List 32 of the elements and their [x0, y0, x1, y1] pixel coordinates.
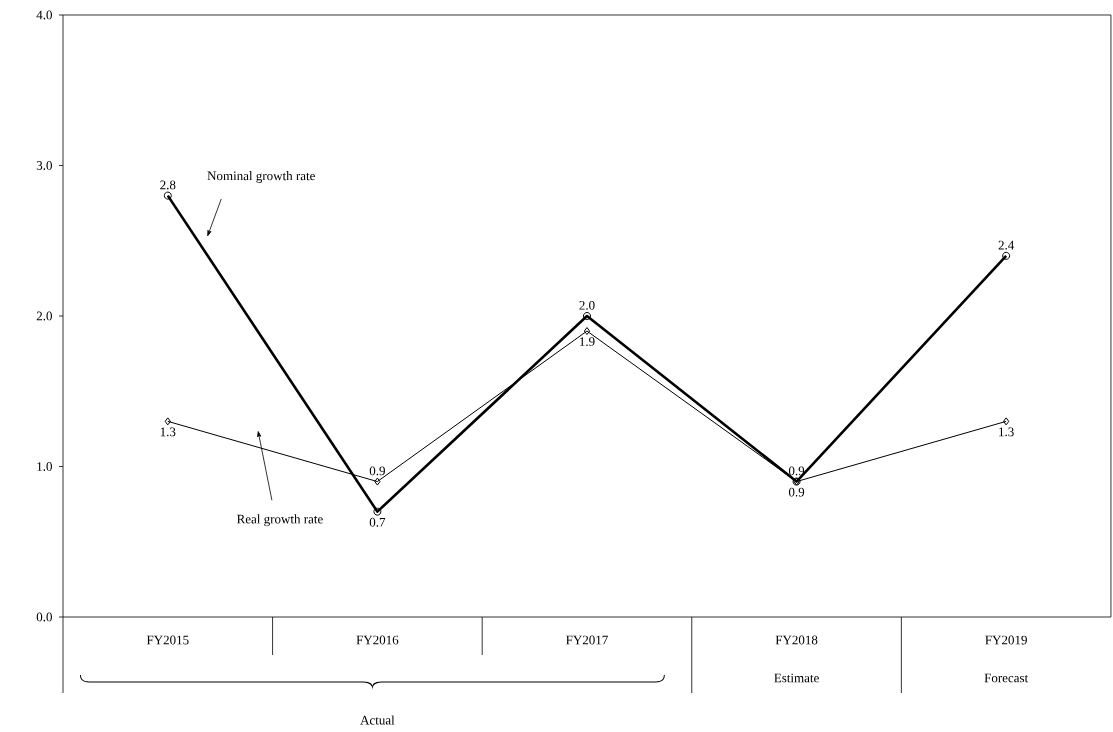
text: Real growth rate — [236, 514, 323, 527]
point — [373, 507, 382, 516]
point — [163, 191, 172, 200]
x-tick-label: FY2019 — [985, 635, 1027, 645]
y-tick-label: 3.0 — [36, 161, 52, 170]
y-tick-label: 2.0 — [36, 311, 52, 321]
text: Actual — [360, 715, 395, 725]
y-tick-label: 4.0 — [36, 10, 52, 20]
data-label: 2.8 — [160, 180, 176, 190]
data-label: 1.3 — [160, 427, 176, 437]
data-label: 1.9 — [579, 337, 595, 347]
text: Forecast — [984, 673, 1029, 683]
x-tick-label: FY2016 — [356, 635, 399, 645]
point — [582, 312, 591, 320]
point — [583, 327, 591, 336]
point — [374, 477, 381, 486]
point — [1003, 417, 1010, 426]
x-tick-label: FY2017 — [566, 635, 608, 645]
data-label: 0.9 — [788, 487, 805, 497]
data-label: 1.3 — [999, 427, 1014, 437]
y-tick-label: 0.0 — [36, 612, 52, 622]
point — [1002, 251, 1011, 260]
text: Estimate — [774, 673, 819, 683]
point — [164, 417, 171, 426]
data-label: 2.4 — [998, 240, 1015, 250]
data-label: 0.9 — [369, 466, 385, 476]
data-label: 2.0 — [579, 300, 595, 310]
x-tick-label: FY2015 — [146, 635, 189, 645]
text: Nominal growth rate — [207, 171, 315, 183]
y-tick-label: 1.0 — [37, 462, 52, 471]
x-tick-label: FY2018 — [775, 635, 818, 645]
data-label: 0.7 — [369, 517, 386, 527]
